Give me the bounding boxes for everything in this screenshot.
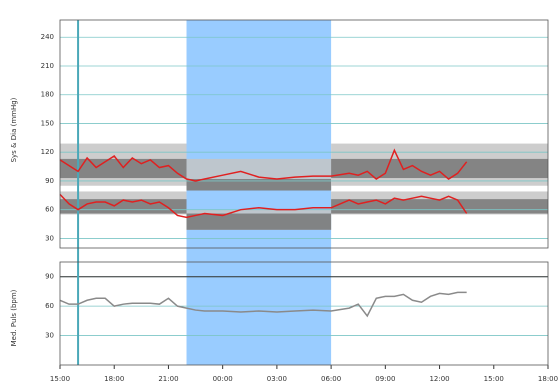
threshold-zone	[186, 213, 332, 230]
y2-axis-label: Med. Puls (bpm)	[10, 289, 18, 346]
y-tick-label: 120	[41, 148, 54, 156]
y2-tick-label: 90	[45, 273, 54, 281]
y-tick-label: 90	[45, 177, 54, 185]
y-axis-label: Sys & Dia (mmHg)	[10, 97, 18, 162]
y-tick-label: 240	[41, 33, 54, 41]
series-line	[59, 193, 468, 219]
series-line	[59, 148, 468, 182]
x-tick-label: 12:00	[429, 375, 449, 383]
panel-frame	[59, 19, 549, 249]
y-tick-label: 180	[41, 91, 54, 99]
x-tick-label: 00:00	[213, 375, 233, 383]
y2-tick-label: 60	[45, 302, 54, 310]
x-tick-label: 18:00	[538, 375, 558, 383]
series-line	[59, 291, 467, 318]
y-tick-label: 150	[41, 119, 54, 127]
threshold-zone	[331, 199, 548, 214]
y2-tick-label: 30	[45, 332, 54, 340]
x-tick-label: 09:00	[375, 375, 395, 383]
panel-frame	[59, 261, 549, 366]
threshold-zone	[186, 179, 332, 191]
night-band	[186, 20, 332, 365]
x-tick-label: 18:00	[104, 375, 124, 383]
x-tick-label: 03:00	[267, 375, 287, 383]
x-tick-label: 06:00	[321, 375, 341, 383]
threshold-zone	[331, 158, 548, 179]
y-tick-label: 30	[45, 234, 54, 242]
y-tick-label: 60	[45, 206, 54, 214]
x-tick-label: 21:00	[158, 375, 178, 383]
x-tick-label: 15:00	[50, 375, 70, 383]
x-tick-label: 15:00	[484, 375, 504, 383]
y-tick-label: 210	[41, 62, 54, 70]
